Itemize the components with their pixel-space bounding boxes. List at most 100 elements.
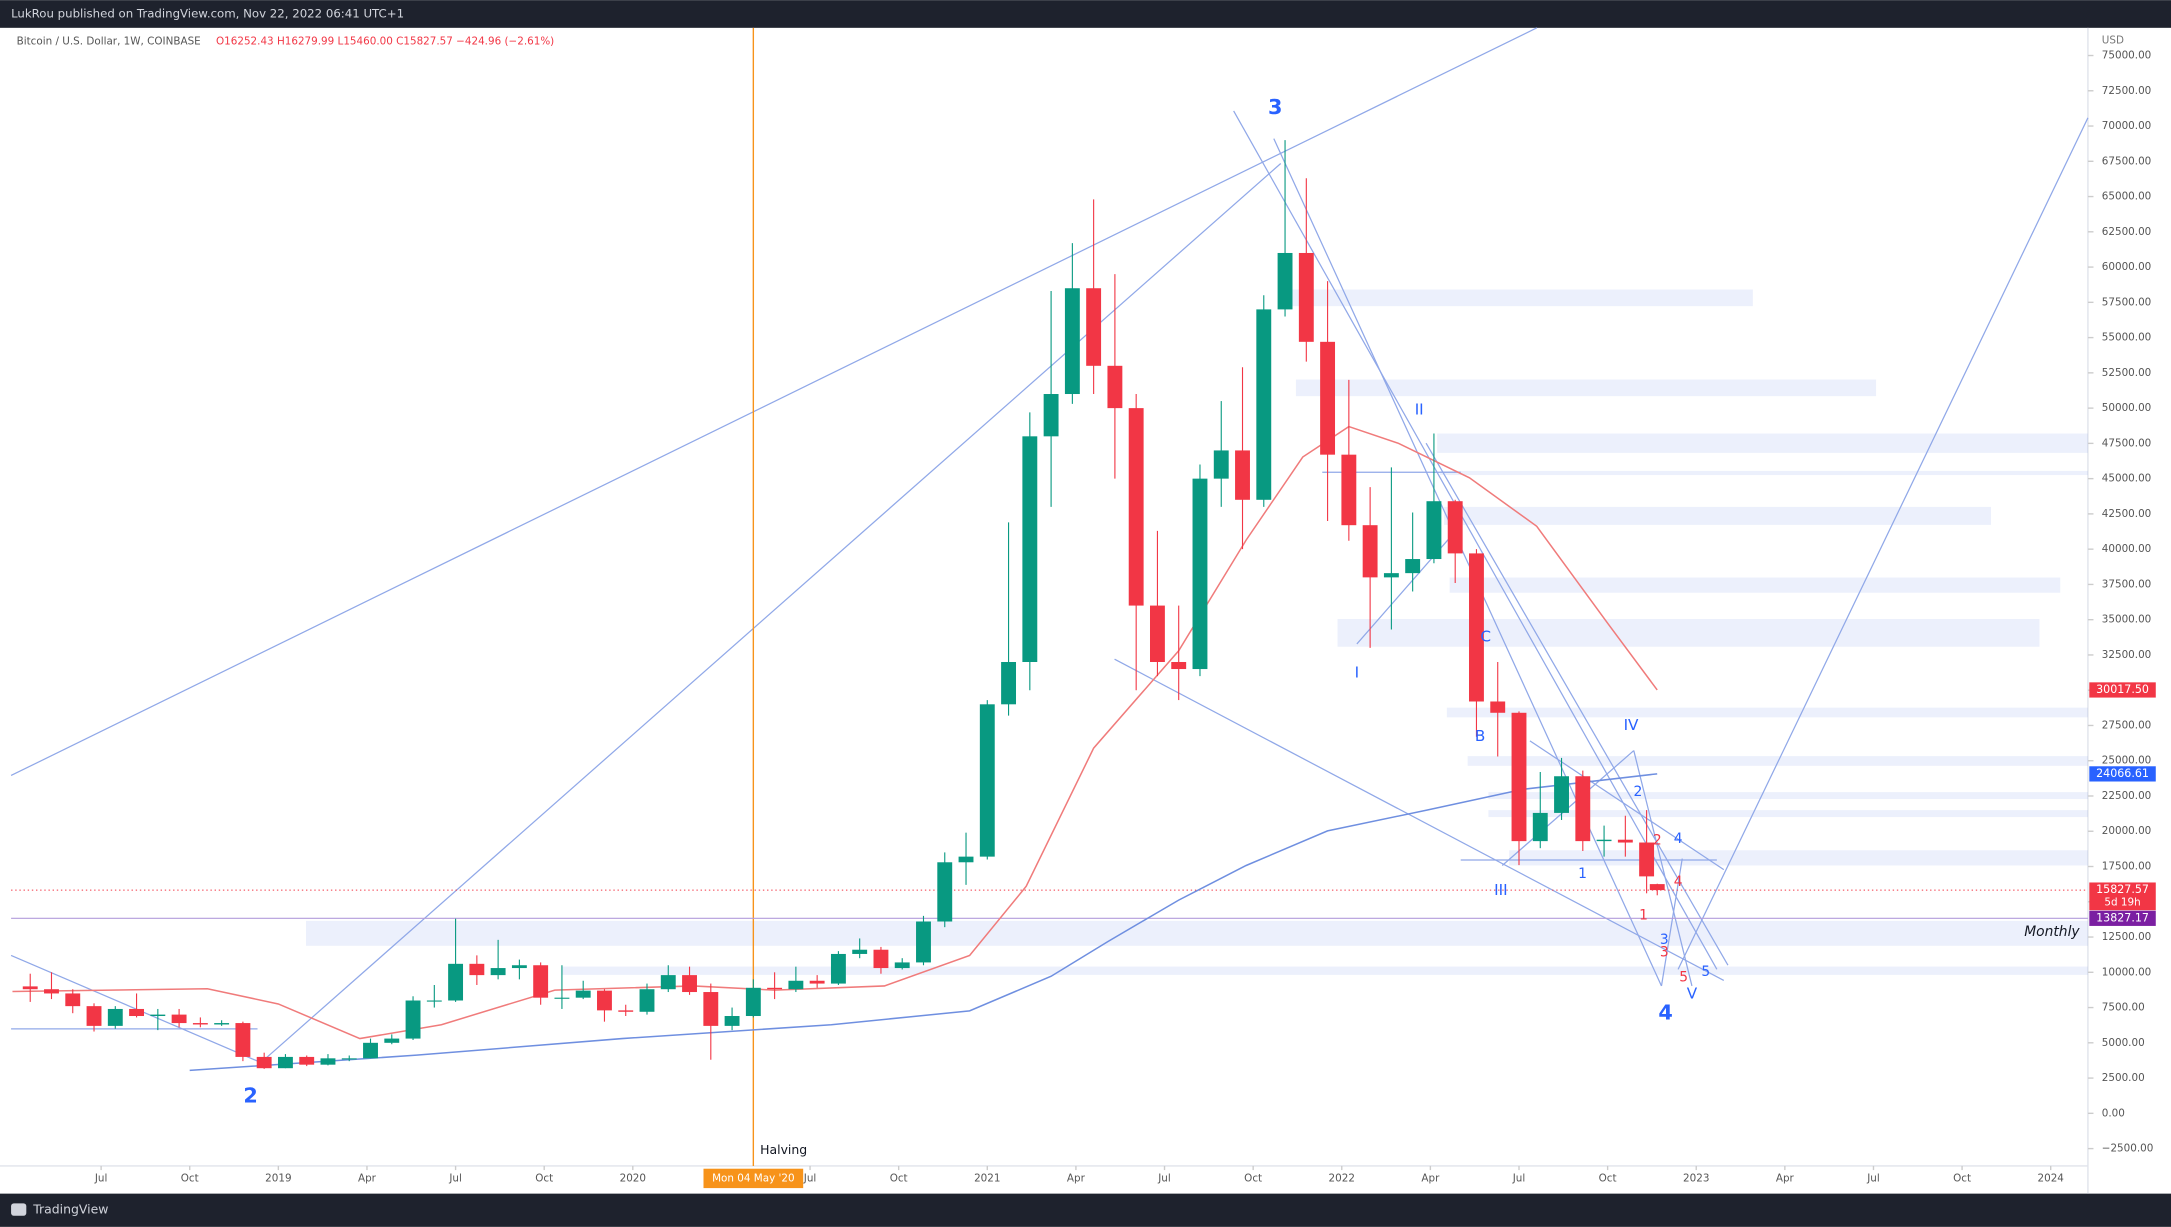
x-tick-label: Jul [803, 1172, 817, 1184]
annotation: 3 [1268, 95, 1282, 119]
candle-body [256, 1056, 272, 1069]
trendline [1273, 138, 1663, 987]
zone [305, 920, 2088, 946]
trendline [1633, 750, 1693, 987]
candle-body [299, 1056, 315, 1065]
x-tick-label: Apr [1067, 1172, 1086, 1184]
y-tick-label: 55000.00 [2102, 332, 2152, 344]
candle-body [1001, 661, 1017, 705]
y-tick-label: 47500.00 [2102, 437, 2152, 449]
price-label-bg [2089, 682, 2156, 698]
trendline [1529, 740, 1725, 871]
price-label-bg [2089, 882, 2156, 911]
candle-body [22, 986, 38, 990]
candle-body [724, 1016, 740, 1026]
y-tick-label: 17500.00 [2102, 861, 2152, 873]
moving-average [189, 773, 1658, 1072]
candle-body [788, 980, 804, 990]
candle-body [894, 962, 910, 969]
candle-body [1341, 454, 1357, 526]
x-tick-label: 2024 [2038, 1172, 2065, 1184]
top-bar [0, 0, 2171, 28]
candle-body [830, 953, 846, 984]
x-tick-label: 2023 [1683, 1172, 1709, 1184]
y-tick-label: −2500.00 [2102, 1143, 2154, 1155]
publisher: LukRou published on TradingView.com, Nov… [11, 6, 404, 20]
y-tick-label: 62500.00 [2102, 226, 2152, 238]
candle-body [1490, 701, 1506, 713]
chart-title: Bitcoin / U.S. Dollar, 1W, COINBASE [17, 36, 201, 48]
candle-body [639, 989, 655, 1012]
candle-body [320, 1058, 336, 1065]
candle-body [1649, 884, 1665, 891]
candle-body [1320, 341, 1336, 455]
x-tick-label: Oct [181, 1172, 199, 1184]
zone [1337, 619, 2040, 647]
zone [1437, 433, 2088, 453]
annotation: V [1687, 985, 1698, 1003]
y-tick-label: 50000.00 [2102, 402, 2152, 414]
x-tick-label: 2020 [620, 1172, 646, 1184]
candle-body [1511, 712, 1527, 842]
zone [1444, 506, 1992, 525]
annotation: Monthly [2024, 924, 2080, 940]
candle-body [575, 990, 591, 998]
candle-body [937, 862, 953, 922]
x-tick-label: Oct [1599, 1172, 1617, 1184]
x-tick-label: Apr [1421, 1172, 1440, 1184]
annotation: 1 [1578, 866, 1587, 882]
y-tick-label: 40000.00 [2102, 543, 2152, 555]
annotation: 3 [1660, 945, 1669, 961]
price-label: 30017.50 [2096, 683, 2149, 696]
x-tick-label: 2021 [974, 1172, 1000, 1184]
candle-body [490, 968, 506, 976]
candle-body [511, 965, 527, 969]
trendline [1660, 858, 1683, 987]
y-tick-label: 27500.00 [2102, 719, 2152, 731]
candle-body [660, 975, 676, 990]
price-label: 15827.57 [2096, 883, 2149, 896]
price-label-bg [2089, 910, 2156, 926]
candle-body [1426, 501, 1442, 560]
candle-body [1256, 309, 1272, 500]
x-tick-label: Jul [1866, 1172, 1880, 1184]
trendline [1425, 442, 1729, 966]
x-tick-label: Jul [448, 1172, 462, 1184]
candle-body [1298, 252, 1314, 342]
candle-body [1043, 394, 1059, 437]
y-tick-label: 60000.00 [2102, 261, 2152, 273]
x-tick-label: Oct [1244, 1172, 1262, 1184]
candle-body [1064, 288, 1080, 395]
zone [1446, 707, 2088, 718]
annotation: 5 [1679, 970, 1688, 986]
candle-body [852, 949, 868, 954]
candle-body [150, 1014, 166, 1017]
zone [1439, 470, 2088, 476]
y-tick-label: 72500.00 [2102, 85, 2152, 97]
candle-body [405, 1000, 421, 1039]
price-label: 24066.61 [2096, 767, 2149, 780]
annotation: Halving [760, 1142, 807, 1157]
zone [562, 966, 2088, 975]
annotation: 5 [1701, 964, 1710, 980]
y-tick-label: 22500.00 [2102, 790, 2152, 802]
annotation: C [1480, 628, 1491, 646]
moving-average [12, 425, 1658, 1040]
zone [1284, 289, 1753, 307]
candle-body [1639, 842, 1655, 877]
candle-body [1235, 450, 1250, 500]
y-tick-label: 0.00 [2102, 1107, 2125, 1119]
y-tick-label: 75000.00 [2102, 50, 2152, 62]
candle-body [1171, 661, 1187, 670]
candle-body [1362, 525, 1378, 578]
annotation: 4 [1658, 1001, 1672, 1025]
candle-body [1213, 450, 1229, 479]
candle-body [1447, 501, 1463, 554]
x-tick-label: 2019 [265, 1172, 291, 1184]
candle-body [129, 1008, 145, 1017]
annotation: IV [1624, 716, 1639, 734]
candle-body [1617, 839, 1633, 843]
candle-body [873, 949, 889, 969]
